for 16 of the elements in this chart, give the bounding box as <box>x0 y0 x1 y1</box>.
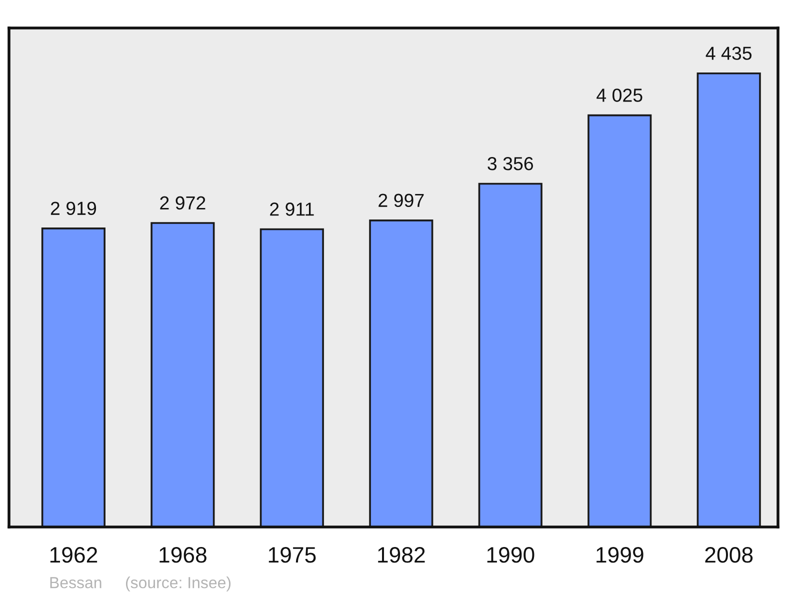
x-tick-label: 1962 <box>50 547 98 563</box>
x-tick-label: 1982 <box>378 547 425 563</box>
x-tick-label: 1975 <box>268 547 316 563</box>
text: Bessan <box>50 577 102 588</box>
data-label: 2 972 <box>160 196 206 210</box>
x-tick-label: 1968 <box>160 547 206 563</box>
x-tick-label: 1999 <box>596 547 644 563</box>
data-label: 2 911 <box>270 202 314 216</box>
data-label: 4 025 <box>596 88 642 102</box>
data-label: 3 356 <box>488 157 534 170</box>
data-label: 2 919 <box>50 202 96 215</box>
text: (source: Insee) <box>126 576 231 592</box>
data-label: 4 435 <box>706 46 752 60</box>
x-tick-label: 1990 <box>487 547 534 563</box>
x-tick-label: 2008 <box>705 547 753 563</box>
data-label: 2 997 <box>378 194 424 208</box>
